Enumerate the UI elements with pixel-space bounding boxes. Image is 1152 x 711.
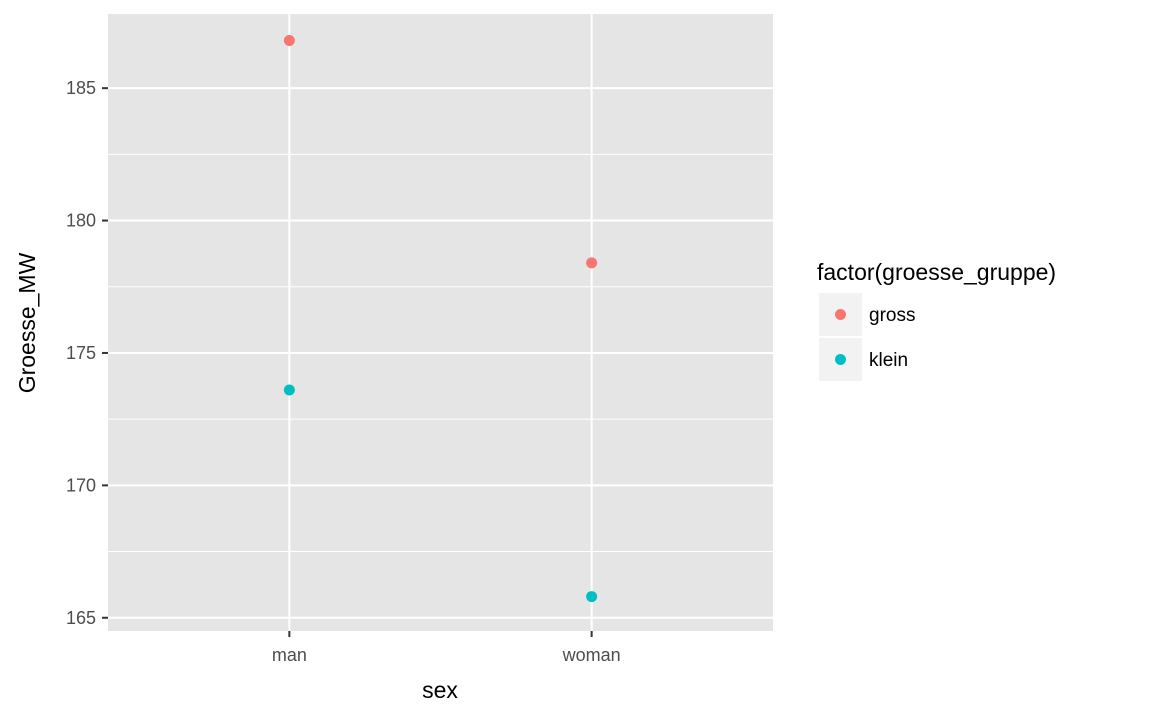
data-point-gross: [586, 257, 598, 269]
y-tick-label: 165: [66, 608, 96, 628]
x-tick-label: man: [272, 645, 307, 665]
data-point-klein: [283, 384, 295, 396]
y-axis-title: Groesse_MW: [14, 252, 40, 393]
legend-title: factor(groesse_gruppe): [817, 259, 1056, 285]
legend-entries: gross klein: [819, 293, 915, 381]
x-tick-labels: man woman: [272, 645, 621, 665]
legend-key-klein: [835, 354, 846, 365]
x-axis-title: sex: [422, 677, 458, 703]
grid-major: [108, 14, 773, 631]
y-tick-labels: 165 170 175 180 185: [66, 78, 96, 628]
legend-key-gross: [835, 309, 846, 320]
x-tick-label: woman: [562, 645, 621, 665]
grid-minor: [108, 153, 773, 553]
y-tick-label: 175: [66, 343, 96, 363]
data-points: [283, 34, 598, 603]
axis-ticks: [102, 87, 593, 637]
legend: factor(groesse_gruppe) gross klein: [817, 259, 1056, 381]
legend-label-gross: gross: [869, 305, 915, 326]
data-point-gross: [283, 34, 295, 46]
y-tick-label: 180: [66, 211, 96, 231]
data-point-klein: [586, 591, 598, 603]
y-tick-label: 170: [66, 475, 96, 495]
y-tick-label: 185: [66, 78, 96, 98]
plot-panel: [108, 14, 773, 631]
legend-label-klein: klein: [869, 350, 908, 371]
